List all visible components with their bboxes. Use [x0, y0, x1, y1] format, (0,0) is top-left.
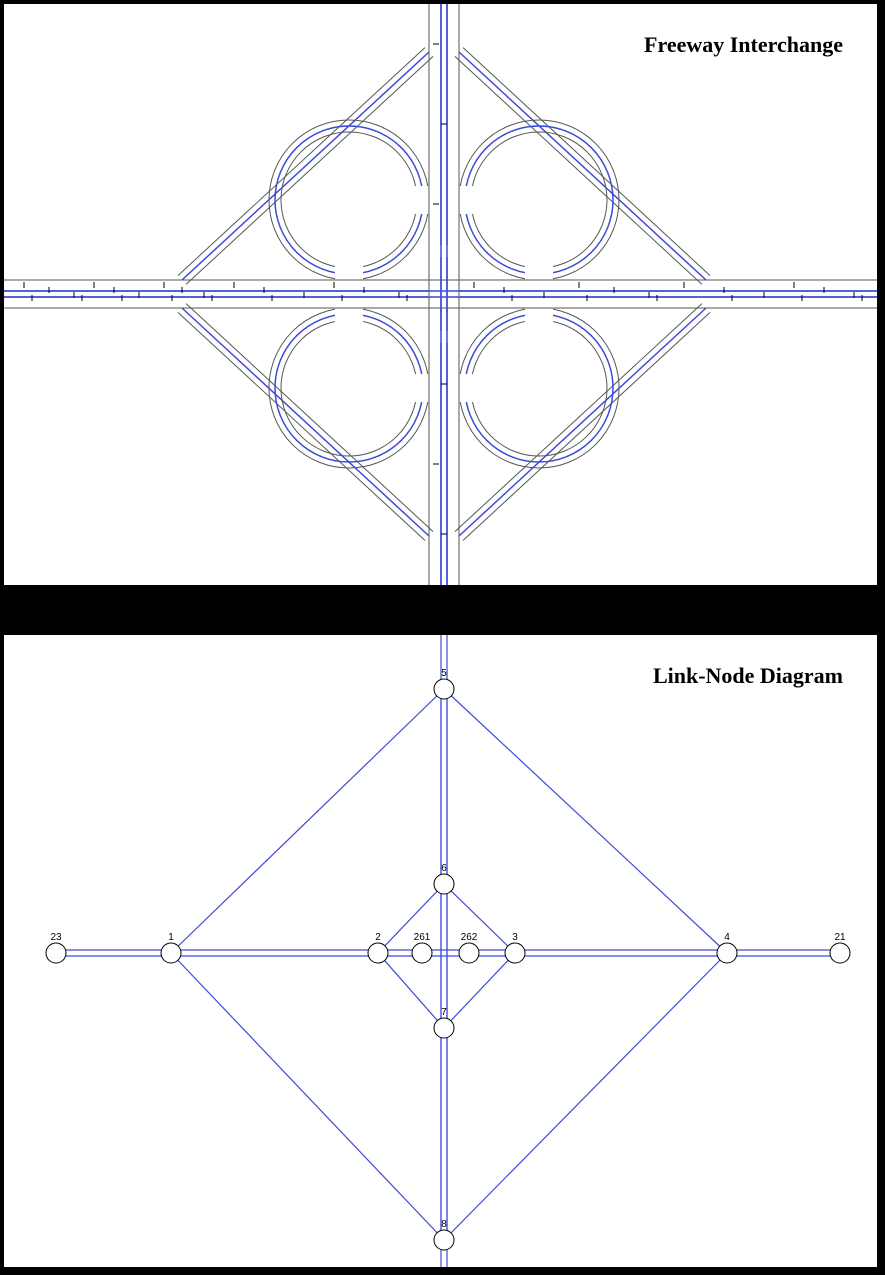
svg-text:262: 262	[461, 932, 478, 943]
panel-title-top: Freeway Interchange	[628, 24, 859, 66]
svg-text:261: 261	[414, 932, 431, 943]
svg-text:1: 1	[168, 932, 174, 943]
interchange-diagram	[4, 4, 881, 585]
freeway-interchange-panel: Freeway Interchange	[0, 0, 885, 589]
svg-text:7: 7	[441, 1007, 447, 1018]
svg-text:3: 3	[512, 932, 518, 943]
svg-text:5: 5	[441, 668, 447, 679]
svg-text:4: 4	[724, 932, 730, 943]
panel-title-bottom: Link-Node Diagram	[637, 655, 859, 697]
svg-text:6: 6	[441, 863, 447, 874]
panel-divider	[0, 589, 885, 631]
svg-text:2: 2	[375, 932, 381, 943]
link-node-panel: Link-Node Diagram 23 1 2 261 262 3 4 21 5 6 7 8	[0, 631, 885, 1275]
svg-text:8: 8	[441, 1219, 447, 1230]
svg-text:21: 21	[834, 932, 846, 943]
link-node-diagram: 23 1 2 261 262 3 4 21 5 6 7 8	[4, 635, 881, 1271]
svg-text:23: 23	[50, 932, 62, 943]
